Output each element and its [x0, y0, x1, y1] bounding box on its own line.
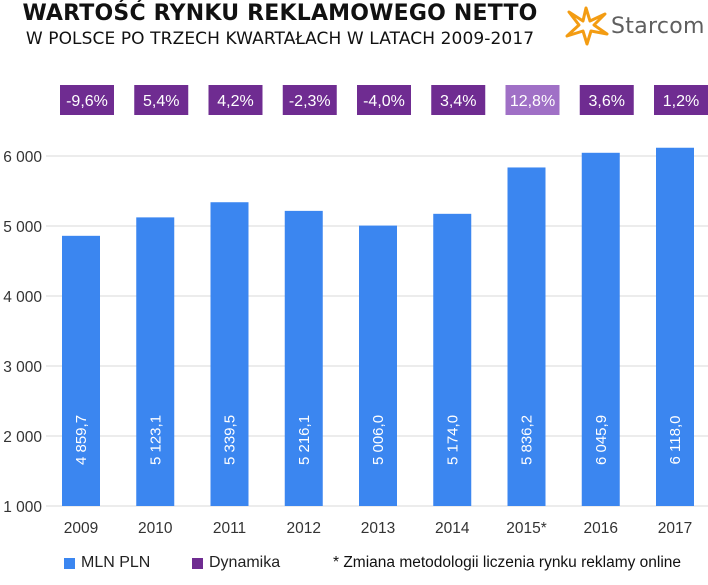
x-axis-ticks: 2009 2010 2011 2012 2013 2014 2015* 2016 2017 [64, 520, 692, 537]
bar [581, 152, 620, 507]
x-tick-label: 2014 [435, 520, 470, 537]
x-tick-label: 2015* [506, 520, 547, 537]
y-tick-label: 4 000 [3, 289, 42, 306]
starcom-logo: Starcom [563, 6, 705, 46]
dynamika-badge [208, 85, 263, 115]
bar [62, 235, 100, 507]
chart-subtitle: W POLSCE PO TRZECH KWARTAŁACH W LATACH 2… [25, 29, 535, 49]
bar [433, 213, 472, 506]
dynamika-badge-label: 3,6% [589, 93, 625, 110]
dynamika-badge [134, 85, 189, 115]
y-tick-label: 5 000 [3, 219, 42, 236]
y-tick-label: 1 000 [3, 499, 42, 516]
bar-value-label: 5 836,2 [519, 415, 536, 465]
bar-value-label: 5 216,1 [296, 415, 313, 465]
bar [136, 217, 175, 506]
dynamika-badges: -9,6% 5,4% 4,2% -2,3% -4,0% 3,4% 12,8% 3,6% 1,2% [60, 85, 708, 115]
starcom-star-icon [565, 6, 609, 46]
legend-label-mln-pln: MLN PLN [81, 554, 151, 571]
bar [210, 202, 249, 507]
legend-swatch-dynamika [192, 557, 203, 569]
dynamika-badge [357, 85, 411, 115]
bar [359, 225, 397, 506]
y-axis-ticks: 1 000 2 000 3 000 4 000 5 000 6 000 [3, 149, 42, 516]
x-tick-label: 2010 [138, 520, 173, 537]
x-tick-label: 2009 [64, 520, 98, 537]
legend: MLN PLN Dynamika * Zmiana metodologii li… [0, 554, 708, 578]
y-tick-label: 3 000 [3, 359, 42, 376]
chart-header: WARTOŚĆ RYNKU REKLAMOWEGO NETTO W POLSCE… [0, 0, 560, 49]
dynamika-badge-label: 5,4% [143, 93, 179, 110]
bar-value-label: 4 859,7 [73, 415, 90, 465]
x-tick-label: 2017 [658, 520, 692, 537]
dynamika-badge [282, 85, 337, 115]
dynamika-badge [60, 85, 114, 115]
legend-item-dynamika: Dynamika [192, 554, 280, 572]
dynamika-badge-label: 4,2% [217, 93, 253, 110]
y-tick-label: 6 000 [3, 149, 42, 166]
bar-value-label: 5 123,1 [147, 415, 164, 465]
x-tick-label: 2013 [361, 520, 395, 537]
chart-title: WARTOŚĆ RYNKU REKLAMOWEGO NETTO [22, 1, 538, 26]
bar-value-label: 6 118,0 [667, 416, 684, 465]
bar [507, 167, 546, 506]
dynamika-badge-label: -9,6% [66, 93, 108, 110]
bars: 4 859,7 5 123,1 5 339,5 5 216,1 5 006,0 5 174… [62, 147, 694, 507]
legend-swatch-mln-pln [64, 557, 75, 569]
dynamika-badge-label: 3,4% [440, 93, 476, 110]
dynamika-badge-label: -4,0% [363, 93, 405, 110]
bar-value-label: 5 006,0 [370, 415, 387, 465]
bar [656, 147, 694, 507]
y-tick-label: 2 000 [3, 429, 42, 446]
dynamika-badge [579, 85, 634, 115]
bar-value-label: 6 045,9 [593, 415, 610, 465]
bar-value-label: 5 174,0 [444, 415, 461, 465]
logo-text: Starcom [611, 14, 705, 39]
dynamika-badge-label: 12,8% [510, 93, 555, 110]
bar-value-label: 5 339,5 [222, 415, 239, 465]
dynamika-badge [431, 85, 486, 115]
x-tick-label: 2012 [287, 520, 321, 537]
legend-label-dynamika: Dynamika [209, 554, 281, 571]
dynamika-badge-label: 1,2% [663, 93, 699, 110]
dynamika-badge [654, 85, 708, 115]
legend-item-mln-pln: MLN PLN [64, 554, 150, 572]
dynamika-badge [505, 85, 560, 115]
bar [284, 210, 323, 507]
dynamika-badge-label: -2,3% [289, 93, 331, 110]
footnote: * Zmiana metodologii liczenia rynku rekl… [333, 554, 682, 571]
x-tick-label: 2011 [213, 520, 246, 537]
x-tick-label: 2016 [584, 520, 618, 537]
